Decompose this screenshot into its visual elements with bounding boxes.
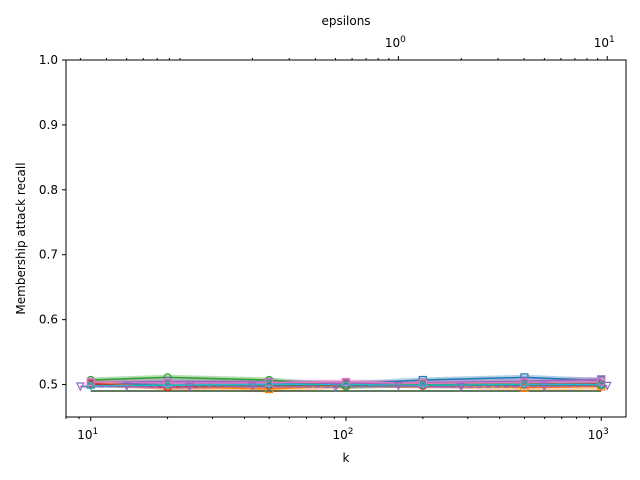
data-point: [519, 377, 529, 387]
data-point: [418, 380, 428, 390]
data-point: [520, 378, 529, 387]
y-tick-label: 0.5: [39, 378, 58, 392]
series-markers: [75, 373, 612, 394]
x-tick-label: 103: [588, 427, 609, 442]
data-point: [75, 382, 85, 392]
y-tick-label: 0.8: [39, 183, 58, 197]
y-tick-label: 1.0: [39, 53, 58, 67]
data-point: [520, 380, 529, 389]
data-point: [265, 378, 274, 387]
data-point: [86, 381, 96, 391]
data-point: [596, 375, 606, 385]
data-point: [539, 382, 549, 392]
data-point: [163, 377, 173, 387]
top-x-ticks: 100 101: [79, 35, 615, 60]
data-point: [418, 379, 427, 388]
x-tick-label: 101: [594, 35, 615, 50]
data-point: [247, 382, 257, 392]
y-ticks: 0.5 0.6 0.7 0.8 0.9 1.0: [39, 53, 66, 392]
data-point: [341, 382, 351, 391]
data-point: [122, 382, 132, 392]
x-tick-label: 101: [77, 427, 98, 442]
data-point: [597, 377, 606, 386]
top-x-axis-label: epsilons: [321, 14, 370, 28]
y-axis-label: Membership attack recall: [14, 162, 28, 314]
x-ticks: 101 102 103: [65, 417, 609, 442]
data-point: [185, 383, 195, 392]
y-tick-label: 0.7: [39, 248, 58, 262]
data-point: [163, 379, 172, 388]
data-point: [331, 383, 341, 392]
data-point: [264, 380, 274, 389]
y-tick-label: 0.6: [39, 313, 58, 327]
x-tick-label: 102: [332, 427, 353, 442]
data-point: [456, 383, 466, 392]
y-tick-label: 0.9: [39, 118, 58, 132]
data-point: [602, 381, 612, 391]
series-line: [80, 385, 608, 388]
data-point: [393, 381, 403, 391]
data-point: [341, 380, 351, 389]
data-point: [341, 377, 351, 387]
x-tick-label: 100: [385, 35, 406, 50]
data-point: [264, 381, 274, 391]
data-point: [163, 380, 172, 390]
axes-frame: [65, 59, 627, 418]
series-band: [90, 374, 602, 388]
data-point: [86, 377, 95, 387]
x-axis-label: k: [343, 451, 350, 465]
